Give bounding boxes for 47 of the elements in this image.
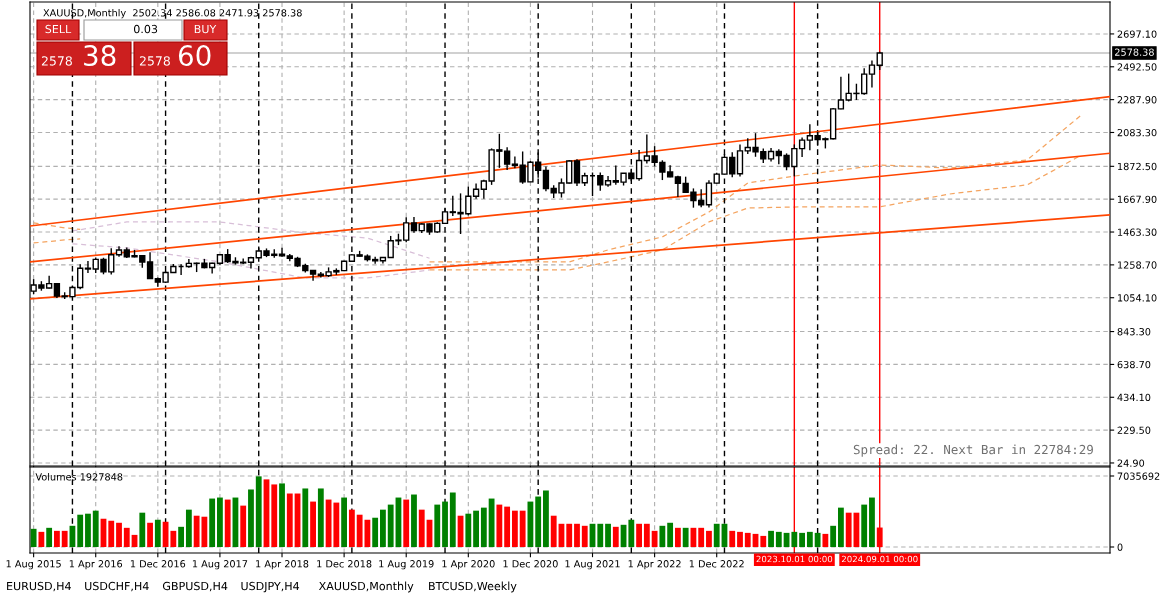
y-tick-label: 2492.50 [1117,63,1157,71]
y-tick-label: 7035692 [1117,472,1160,480]
x-tick-label: 1 Dec 2022 [689,560,744,568]
y-tick-label: 1872.50 [1118,162,1157,171]
x-tick-label: 1 Aug 2015 [6,560,61,570]
y-tick-label: 229.50 [1117,426,1151,434]
ref-line-label: 2024.09.01 00:00 [841,555,918,563]
x-tick-label: 1 Aug 2021 [565,560,620,570]
y-tick-label: 2287.90 [1117,96,1157,104]
text: USDJPY,H4 [241,581,300,593]
annotation: 38 [84,45,116,67]
text: USDCHF,H4 [85,581,149,592]
y-tick-label: 638.70 [1117,360,1151,369]
x-tick-label: 1 Aug 2017 [192,560,248,570]
annotation: BUY [194,24,217,34]
y-tick-label: 434.10 [1117,393,1151,402]
x-tick-label: 1 Apr 2020 [442,560,495,570]
y-tick-label: 1667.90 [1118,195,1157,204]
x-tick-label: 1 Aug 2019 [379,560,434,570]
y-tick-label: 1054.10 [1118,294,1157,302]
y-tick-label: 2697.10 [1117,30,1157,38]
annotation: Spread: 22. Next Bar in 22784:29 [853,444,1093,457]
x-tick-label: 1 Apr 2022 [628,560,681,570]
x-tick-label: 1 Dec 2018 [317,560,372,568]
x-tick-label: 1 Dec 2020 [503,560,558,568]
annotation: 60 [178,45,211,67]
x-tick-label: 1 Apr 2016 [69,560,123,570]
ref-line-label: 2023.10.01 00:00 [756,555,833,563]
text: GBPUSD,H4 [162,581,228,592]
annotation: 2578 [139,56,170,66]
annotation: SELL [45,24,72,34]
text: EURUSD,H4 [7,581,71,592]
y-tick-label: 1258.70 [1118,261,1157,269]
y-tick-label: 843.30 [1117,328,1151,336]
y-tick-label: 0 [1117,543,1123,551]
annotation: 0.03 [133,24,158,34]
y-tick-label: 24.90 [1117,459,1145,467]
text: Volumes 1927848 [35,473,123,481]
text: XAUUSD,Monthly 2502.34 2586.08 2471.93 2578.38 [43,8,302,19]
text: XAUUSD,Monthly [318,581,414,593]
y-tick-label: 2083.30 [1117,128,1157,137]
annotation: 2578 [41,56,72,66]
x-tick-label: 1 Apr 2018 [256,560,309,570]
ref-line-label: 2578.38 [1115,48,1154,56]
x-tick-label: 1 Dec 2016 [130,560,186,568]
text: BTCUSD,Weekly [429,581,517,593]
y-tick-label: 1463.30 [1118,228,1157,236]
